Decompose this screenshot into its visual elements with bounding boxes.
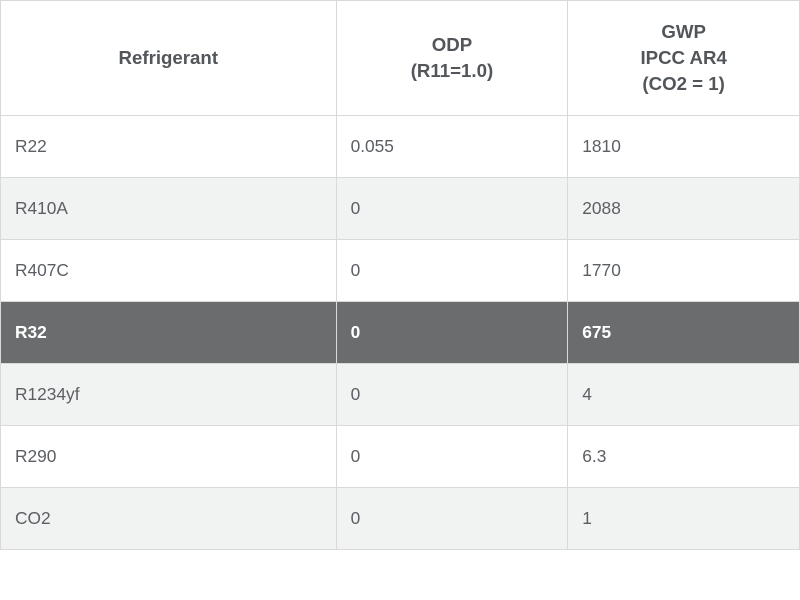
- col-header-line: ODP: [351, 32, 554, 58]
- cell: 0: [336, 240, 568, 302]
- col-header-line: GWP: [582, 19, 785, 45]
- cell: 0: [336, 488, 568, 550]
- cell: 1770: [568, 240, 800, 302]
- cell: 2088: [568, 178, 800, 240]
- cell: R22: [1, 116, 337, 178]
- cell: 0: [336, 426, 568, 488]
- table-row: R410A02088: [1, 178, 800, 240]
- cell: R407C: [1, 240, 337, 302]
- cell: 1810: [568, 116, 800, 178]
- col-header-0: Refrigerant: [1, 1, 337, 116]
- col-header-line: IPCC AR4: [582, 45, 785, 71]
- table-body: R220.0551810R410A02088R407C01770R320675R…: [1, 116, 800, 550]
- col-header-line: Refrigerant: [15, 45, 322, 71]
- table-header: RefrigerantODP(R11=1.0)GWPIPCC AR4(CO2 =…: [1, 1, 800, 116]
- table-row: R29006.3: [1, 426, 800, 488]
- table-row: CO201: [1, 488, 800, 550]
- cell: R410A: [1, 178, 337, 240]
- cell: 1: [568, 488, 800, 550]
- cell: 6.3: [568, 426, 800, 488]
- cell: R1234yf: [1, 364, 337, 426]
- col-header-2: GWPIPCC AR4(CO2 = 1): [568, 1, 800, 116]
- col-header-line: (CO2 = 1): [582, 71, 785, 97]
- table-row: R407C01770: [1, 240, 800, 302]
- cell: CO2: [1, 488, 337, 550]
- table-row: R1234yf04: [1, 364, 800, 426]
- table-row: R220.0551810: [1, 116, 800, 178]
- table-row: R320675: [1, 302, 800, 364]
- cell: 0: [336, 178, 568, 240]
- cell: 4: [568, 364, 800, 426]
- cell: 0: [336, 364, 568, 426]
- cell: 675: [568, 302, 800, 364]
- cell: 0: [336, 302, 568, 364]
- refrigerant-table: RefrigerantODP(R11=1.0)GWPIPCC AR4(CO2 =…: [0, 0, 800, 550]
- col-header-1: ODP(R11=1.0): [336, 1, 568, 116]
- col-header-line: (R11=1.0): [351, 58, 554, 84]
- cell: R290: [1, 426, 337, 488]
- cell: R32: [1, 302, 337, 364]
- cell: 0.055: [336, 116, 568, 178]
